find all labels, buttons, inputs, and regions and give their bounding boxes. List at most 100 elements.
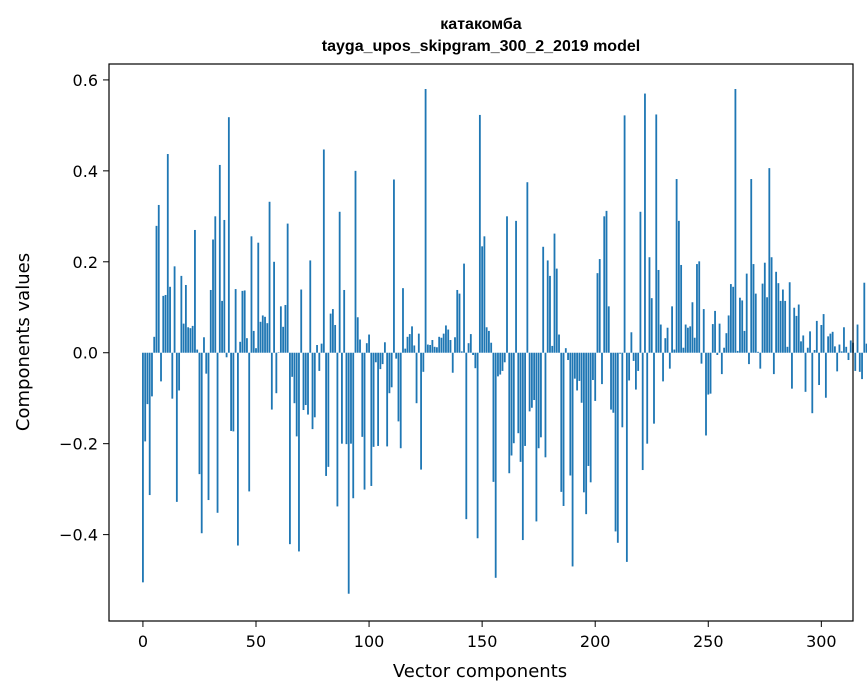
bar-24 bbox=[196, 349, 199, 353]
bar-294 bbox=[806, 347, 809, 353]
bar-163 bbox=[510, 352, 513, 456]
bar-306 bbox=[834, 346, 836, 353]
bars-group bbox=[142, 89, 867, 594]
bar-111 bbox=[393, 179, 395, 353]
bar-121 bbox=[415, 352, 418, 404]
bar-139 bbox=[456, 289, 459, 353]
bar-26 bbox=[200, 352, 203, 534]
y-tick-label: −0.4 bbox=[59, 526, 98, 545]
bar-137 bbox=[451, 352, 454, 373]
bar-313 bbox=[849, 340, 852, 353]
bar-246 bbox=[698, 261, 701, 353]
bar-142 bbox=[463, 263, 465, 353]
bar-55 bbox=[266, 323, 269, 353]
bar-223 bbox=[646, 352, 649, 444]
bar-35 bbox=[221, 300, 223, 353]
bar-169 bbox=[524, 352, 526, 446]
chart-subtitle: tayga_upos_skipgram_300_2_2019 model bbox=[322, 38, 640, 55]
bar-13 bbox=[171, 352, 174, 399]
bar-192 bbox=[576, 352, 579, 391]
bar-216 bbox=[630, 332, 633, 353]
bar-219 bbox=[637, 352, 640, 371]
bar-290 bbox=[797, 304, 800, 353]
bar-191 bbox=[573, 352, 576, 379]
bar-43 bbox=[239, 341, 242, 353]
bar-252 bbox=[711, 324, 714, 353]
bar-145 bbox=[469, 334, 472, 353]
bar-118 bbox=[408, 334, 411, 353]
bar-60 bbox=[277, 352, 280, 353]
bar-231 bbox=[664, 338, 667, 353]
bar-301 bbox=[822, 314, 825, 353]
bar-74 bbox=[309, 260, 312, 353]
bar-247 bbox=[700, 352, 703, 364]
bar-180 bbox=[549, 275, 551, 353]
bar-189 bbox=[569, 352, 572, 476]
bar-242 bbox=[689, 326, 692, 353]
bar-158 bbox=[499, 352, 502, 375]
bar-224 bbox=[648, 257, 651, 353]
bar-148 bbox=[476, 352, 479, 539]
bar-76 bbox=[313, 352, 316, 418]
bar-92 bbox=[350, 352, 352, 444]
bar-2 bbox=[146, 352, 149, 405]
bar-307 bbox=[836, 352, 839, 372]
bar-45 bbox=[243, 290, 246, 353]
bar-86 bbox=[336, 352, 339, 507]
bar-7 bbox=[157, 204, 160, 353]
bar-36 bbox=[223, 219, 226, 353]
bar-197 bbox=[587, 352, 590, 466]
bar-5 bbox=[153, 336, 156, 353]
bar-27 bbox=[203, 337, 205, 353]
bar-53 bbox=[261, 315, 264, 353]
bar-14 bbox=[173, 266, 176, 353]
bar-114 bbox=[399, 352, 402, 449]
bar-70 bbox=[300, 289, 303, 353]
bar-159 bbox=[501, 352, 504, 371]
bar-310 bbox=[843, 327, 845, 353]
bar-190 bbox=[571, 352, 574, 567]
bar-244 bbox=[693, 337, 696, 353]
bar-251 bbox=[709, 352, 712, 394]
bar-32 bbox=[214, 216, 217, 353]
bar-21 bbox=[189, 328, 192, 353]
bar-212 bbox=[621, 352, 624, 428]
bar-174 bbox=[535, 352, 538, 522]
bar-48 bbox=[250, 236, 253, 353]
bar-138 bbox=[454, 337, 456, 353]
x-tick-label: 0 bbox=[138, 632, 148, 651]
bar-236 bbox=[675, 179, 678, 353]
plot-frame bbox=[108, 63, 854, 622]
bar-104 bbox=[377, 352, 380, 446]
bar-91 bbox=[347, 352, 350, 594]
bar-64 bbox=[286, 223, 289, 353]
bar-51 bbox=[257, 242, 260, 353]
bar-63 bbox=[284, 304, 287, 353]
bar-263 bbox=[736, 350, 739, 353]
bar-279 bbox=[772, 352, 775, 375]
bar-178 bbox=[544, 352, 547, 458]
bar-281 bbox=[777, 283, 780, 353]
bar-217 bbox=[632, 352, 635, 361]
bar-293 bbox=[804, 352, 807, 392]
bar-221 bbox=[641, 352, 644, 471]
bar-177 bbox=[542, 246, 545, 353]
bar-245 bbox=[696, 264, 698, 353]
bar-166 bbox=[517, 352, 520, 434]
bar-179 bbox=[546, 260, 549, 353]
bar-117 bbox=[406, 336, 409, 353]
bar-235 bbox=[673, 349, 676, 353]
y-tick-label: 0.2 bbox=[73, 253, 98, 272]
bar-299 bbox=[818, 352, 820, 386]
bar-131 bbox=[438, 336, 441, 353]
bar-151 bbox=[483, 236, 486, 353]
bar-311 bbox=[845, 346, 848, 353]
bar-296 bbox=[811, 352, 814, 414]
bar-270 bbox=[752, 264, 755, 353]
bar-140 bbox=[458, 293, 461, 353]
bar-9 bbox=[162, 295, 165, 353]
bar-20 bbox=[187, 327, 190, 353]
bar-249 bbox=[705, 352, 707, 436]
bar-317 bbox=[858, 352, 861, 372]
bar-113 bbox=[397, 352, 400, 422]
